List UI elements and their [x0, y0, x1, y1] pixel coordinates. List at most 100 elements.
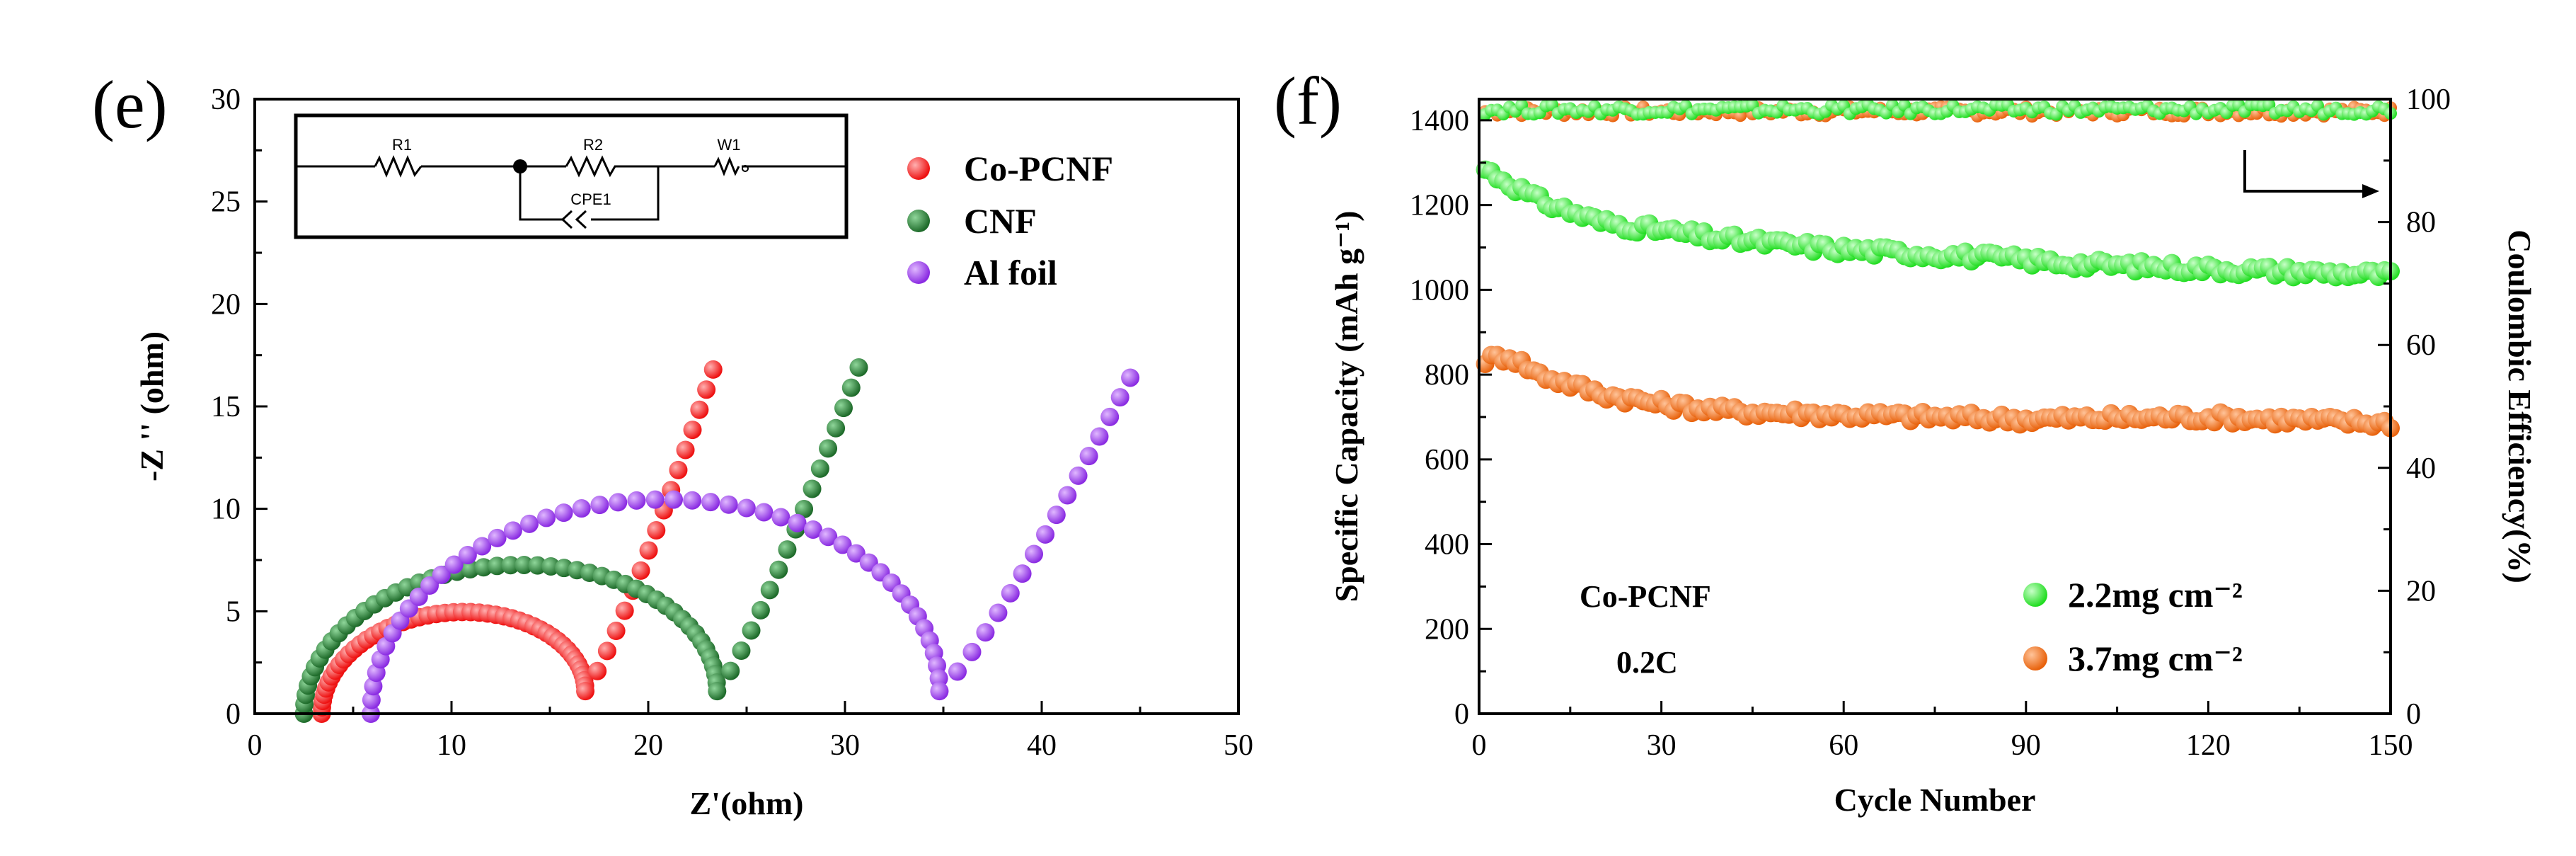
eis-point-al-foil: [833, 535, 852, 554]
eis-point-al-foil: [737, 498, 756, 518]
cycling-y-tick-label: 1400: [1410, 105, 1469, 137]
eis-point-al-foil: [1100, 407, 1120, 426]
eis-point-co-pcnf: [676, 440, 695, 460]
eis-point-co-pcnf: [690, 400, 709, 419]
cpe1-symbol: [560, 210, 587, 229]
eis-point-al-foil: [609, 493, 628, 512]
cycling-x-tick-label: 120: [2186, 729, 2231, 762]
cycling-x-tick-label: 150: [2369, 729, 2413, 762]
eis-point-al-foil: [488, 528, 507, 547]
eis-point-co-pcnf: [615, 601, 634, 620]
cycling-x-tick-label: 90: [2011, 729, 2041, 762]
eis-point-co-pcnf: [647, 521, 666, 540]
eis-y-tick-label: 20: [211, 288, 241, 321]
eis-x-tick-label: 0: [248, 729, 263, 762]
cycling-x-axis-label: Cycle Number: [1834, 782, 2036, 818]
warburg-terminal: [742, 165, 749, 172]
eis-point-al-foil: [420, 576, 439, 595]
cycling-y-tick-label: 400: [1425, 529, 1469, 561]
cycling-x-tick-label: 60: [1829, 729, 1858, 762]
circuit-wires: [296, 165, 846, 221]
eis-point-al-foil: [948, 662, 967, 681]
eis-point-cnf: [514, 555, 534, 574]
eis-point-cnf: [474, 558, 493, 577]
cycling-legend: 2.2mg cm⁻² 3.7mg cm⁻²: [2023, 575, 2243, 678]
eis-point-co-pcnf: [606, 622, 626, 641]
eis-point-al-foil: [754, 503, 774, 522]
eis-point-al-foil: [362, 690, 381, 709]
eis-point-al-foil: [1047, 506, 1066, 525]
eis-x-tick-label: 10: [437, 729, 466, 762]
eis-point-cnf: [721, 661, 740, 680]
eis-y-tick-label: 30: [211, 84, 241, 116]
legend-marker-cnf: [907, 210, 930, 232]
eis-point-al-foil: [473, 537, 492, 556]
circuit-r2-label: R2: [583, 136, 603, 154]
cycling-axes: 0 30 60 90 120 150020040060080010001200140002…: [1410, 84, 2451, 762]
eis-point-al-foil: [627, 491, 646, 510]
eis-legend: Co-PCNF CNF Al foil: [907, 149, 1113, 292]
resistor-r2-symbol: [565, 155, 623, 178]
eis-point-al-foil: [930, 682, 949, 701]
cycling-y-tick-label: 1000: [1410, 274, 1469, 307]
cycling-y-tick-label: 800: [1425, 359, 1469, 392]
eis-point-al-foil: [788, 513, 807, 532]
eis-point-al-foil: [572, 499, 591, 518]
eis-point-al-foil: [590, 496, 609, 515]
eis-point-cnf: [751, 600, 770, 620]
legend-marker-2-2mg: [2023, 583, 2047, 607]
eis-point-cnf: [827, 418, 846, 438]
eis-point-al-foil: [719, 495, 738, 514]
eis-y-tick-label: 0: [226, 698, 241, 731]
eis-x-tick-label: 50: [1224, 729, 1253, 762]
eis-point-cnf: [803, 479, 822, 498]
eis-point-cnf: [708, 682, 727, 701]
eis-point-cnf: [742, 621, 761, 640]
legend-marker-al-foil: [907, 261, 930, 284]
eis-point-co-pcnf: [683, 421, 702, 440]
circuit-inset: R1 R2 W1 CPE1: [294, 113, 849, 239]
panel-e-label: (e): [92, 67, 168, 142]
eis-point-co-pcnf: [631, 561, 650, 580]
resistor-r1-symbol: [374, 155, 422, 178]
eis-point-al-foil: [520, 514, 539, 533]
eis-point-cnf: [769, 560, 788, 579]
warburg-w1-symbol: [713, 156, 740, 177]
eis-point-al-foil: [1001, 583, 1020, 603]
legend-label-al-foil: Al foil: [964, 253, 1057, 292]
circuit-r1-label: R1: [392, 136, 412, 154]
eis-point-cnf: [732, 641, 751, 661]
eis-point-co-pcnf: [697, 380, 716, 399]
eis-axes: 0 10 20 30 40 50 0 5 10 15 20 25 30: [211, 84, 1253, 762]
cycling-annotation-material: Co-PCNF: [1580, 579, 1711, 614]
eis-point-al-foil: [1121, 368, 1140, 387]
eis-point-al-foil: [976, 623, 995, 642]
legend-marker-co-pcnf: [907, 157, 930, 180]
eis-point-co-pcnf: [703, 360, 723, 379]
eis-y-tick-label: 5: [226, 595, 241, 628]
efficiency-axis-arrowhead: [2362, 184, 2379, 198]
eis-point-al-foil: [554, 503, 573, 523]
eis-x-tick-label: 20: [633, 729, 663, 762]
eis-point-cnf: [810, 459, 829, 478]
legend-marker-3-7mg: [2023, 646, 2047, 670]
cycling-x-tick-label: 0: [1472, 729, 1487, 762]
eis-y-axis-label: -Z '' (ohm): [134, 331, 170, 481]
circuit-cpe1-label: CPE1: [570, 190, 611, 208]
eis-point-al-foil: [665, 490, 684, 509]
cycling-y2-tick-label: 20: [2406, 575, 2436, 607]
eis-point-cnf: [760, 581, 779, 600]
eis-point-cnf: [819, 439, 838, 458]
legend-label-3-7mg: 3.7mg cm⁻²: [2068, 639, 2243, 678]
eis-point-al-foil: [1090, 427, 1109, 446]
eis-point-al-foil: [458, 546, 477, 565]
eis-point-al-foil: [803, 520, 822, 539]
eis-point-al-foil: [846, 544, 866, 563]
eis-point-al-foil: [645, 490, 665, 509]
cycling-y-tick-label: 200: [1425, 613, 1469, 646]
eis-point-co-pcnf: [576, 682, 595, 701]
cycling-y-tick-label: 1200: [1410, 190, 1469, 222]
cycling-y2-tick-label: 60: [2406, 329, 2436, 362]
eis-y-tick-label: 10: [211, 493, 241, 526]
